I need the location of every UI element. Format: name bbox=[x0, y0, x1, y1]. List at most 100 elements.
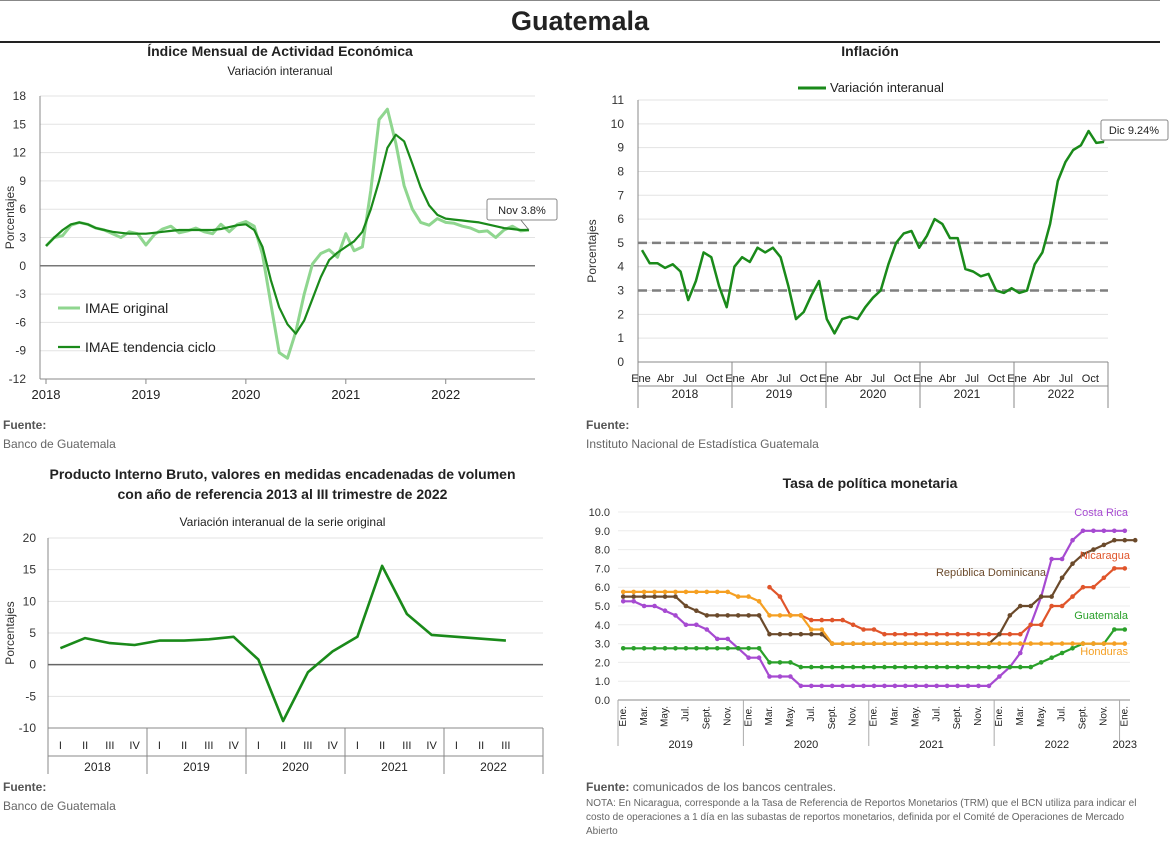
tpm-series-point bbox=[944, 631, 950, 637]
inflacion-ytick: 1 bbox=[617, 331, 624, 345]
tpm-series-point bbox=[725, 646, 731, 651]
tpm-series-point bbox=[1080, 641, 1086, 646]
tpm-ytick: 10.0 bbox=[589, 507, 610, 519]
tpm-series-point bbox=[662, 594, 668, 599]
tpm-series-point bbox=[986, 641, 992, 646]
tpm-series-point bbox=[683, 646, 689, 651]
pib-quarter-tick: IV bbox=[129, 740, 140, 752]
pib-quarter-tick: IV bbox=[327, 740, 338, 752]
tpm-series-point bbox=[871, 627, 877, 632]
tpm-series-point bbox=[620, 589, 626, 595]
tpm-series-point bbox=[955, 683, 960, 689]
tpm-source: comunicados de los bancos centrales. bbox=[632, 780, 837, 794]
tpm-series-point bbox=[746, 655, 751, 660]
tpm-series-point bbox=[620, 646, 626, 651]
tpm-month-tick: Sept. bbox=[1078, 706, 1089, 729]
tpm-month-tick: Mar. bbox=[890, 706, 901, 725]
tpm-year-tick: 2023 bbox=[1113, 739, 1137, 751]
tpm-series-point bbox=[1122, 528, 1128, 534]
tpm-series-point bbox=[756, 655, 762, 660]
inflacion-source-label: Fuente: bbox=[586, 418, 630, 432]
pib-quarter-tick: II bbox=[478, 740, 484, 752]
tpm-series-point bbox=[840, 683, 845, 689]
inflacion-month-tick: Ene bbox=[1007, 373, 1027, 385]
tpm-series-point bbox=[1070, 537, 1075, 543]
inflacion-source: Instituto Nacional de Estadística Guatem… bbox=[586, 437, 819, 451]
tpm-source-label: Fuente: bbox=[586, 780, 630, 794]
inflacion-year-tick: 2021 bbox=[954, 387, 981, 401]
pib-quarter-tick: III bbox=[402, 740, 411, 752]
tpm-series-point bbox=[976, 664, 981, 670]
tpm-series-point bbox=[673, 589, 678, 595]
pib-title-line2: con año de referencia 2013 al III trimes… bbox=[117, 486, 448, 502]
tpm-series-point bbox=[1122, 537, 1128, 543]
tpm-ytick: 6.0 bbox=[595, 582, 610, 594]
pib-year-tick: 2018 bbox=[84, 760, 111, 774]
tpm-series-point bbox=[892, 683, 898, 689]
inflacion-ytick: 9 bbox=[617, 141, 624, 155]
tpm-series-point bbox=[1059, 603, 1065, 609]
tpm-series-point bbox=[631, 594, 636, 599]
pib-subtitle: Variación interanual de la serie origina… bbox=[179, 515, 386, 529]
tpm-series-point bbox=[1059, 641, 1065, 646]
pib-quarter-tick: III bbox=[303, 740, 312, 752]
tpm-series-point bbox=[1101, 641, 1107, 646]
tpm-series-point bbox=[1070, 641, 1075, 646]
inflacion-ytick: 2 bbox=[617, 307, 624, 321]
tpm-month-tick: Mar. bbox=[1015, 706, 1026, 725]
tpm-series-point bbox=[1038, 594, 1044, 599]
inflacion-series-line bbox=[640, 129, 1105, 335]
tpm-series-label: Costa Rica bbox=[1074, 507, 1129, 519]
tpm-series-point bbox=[1017, 650, 1023, 656]
tpm-series-point bbox=[1080, 552, 1086, 557]
tpm-series-point bbox=[756, 613, 762, 618]
inflacion-year-tick: 2019 bbox=[766, 387, 793, 401]
tpm-series-point bbox=[809, 664, 814, 670]
tpm-series-point bbox=[913, 631, 919, 637]
tpm-series-point bbox=[798, 613, 804, 618]
pib-quarter-tick: IV bbox=[426, 740, 437, 752]
inflacion-month-tick: Abr bbox=[751, 373, 768, 385]
tpm-series-point bbox=[1070, 646, 1075, 651]
tpm-series-point bbox=[1059, 650, 1065, 656]
tpm-series-point bbox=[986, 683, 992, 689]
imae-ytick: 3 bbox=[19, 231, 26, 245]
imae-xtick: 2022 bbox=[431, 387, 460, 402]
tpm-series-point bbox=[1122, 627, 1128, 632]
tpm-series-point bbox=[714, 636, 720, 642]
tpm-series-point bbox=[997, 664, 1002, 670]
tpm-series-point bbox=[892, 664, 898, 670]
inflacion-month-tick: Abr bbox=[845, 373, 862, 385]
tpm-series-point bbox=[965, 641, 971, 646]
inflacion-legend-label: Variación interanual bbox=[830, 80, 944, 95]
inflacion-ytick: 3 bbox=[617, 284, 624, 298]
tpm-series-point bbox=[1091, 547, 1096, 552]
tpm-series-point bbox=[829, 664, 835, 670]
inflacion-ylabel: Porcentajes bbox=[585, 219, 599, 282]
inflacion-month-tick: Jul bbox=[1059, 373, 1073, 385]
tpm-series-point bbox=[652, 603, 657, 609]
tpm-series-point bbox=[923, 664, 929, 670]
imae-ytick: -6 bbox=[15, 315, 26, 329]
tpm-series-point bbox=[809, 617, 814, 623]
tpm-series-point bbox=[934, 631, 939, 637]
imae-callout-leader bbox=[519, 218, 530, 231]
tpm-series-point bbox=[861, 627, 866, 632]
inflacion-month-tick: Oct bbox=[706, 373, 723, 385]
tpm-series-point bbox=[1070, 594, 1075, 599]
tpm-source-line: Fuente: comunicados de los bancos centra… bbox=[586, 780, 836, 794]
inflacion-month-tick: Abr bbox=[1033, 373, 1050, 385]
tpm-series-point bbox=[934, 641, 939, 646]
imae-ytick: 6 bbox=[19, 202, 26, 216]
inflacion-ytick: 0 bbox=[617, 355, 624, 369]
pib-quarter-tick: I bbox=[158, 740, 161, 752]
inflacion-year-tick: 2020 bbox=[860, 387, 887, 401]
tpm-series-point bbox=[923, 641, 929, 646]
tpm-series-point bbox=[631, 646, 636, 651]
tpm-series-point bbox=[777, 613, 783, 618]
tpm-series-point bbox=[944, 664, 950, 670]
tpm-series-point bbox=[923, 683, 929, 689]
tpm-series-point bbox=[819, 683, 825, 689]
tpm-series-point bbox=[1007, 664, 1013, 670]
imae-chart: 18 15 12 9 6 3 0 -3 -6 -9 -12 2018 2019 2020 2021 2022 P… bbox=[3, 89, 558, 402]
